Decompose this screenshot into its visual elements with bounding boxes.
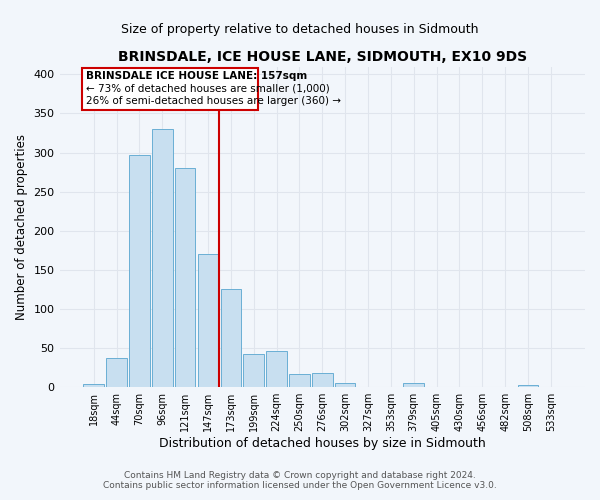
Bar: [106, 358, 127, 387]
Bar: [175, 168, 196, 387]
Y-axis label: Number of detached properties: Number of detached properties: [15, 134, 28, 320]
Text: ← 73% of detached houses are smaller (1,000): ← 73% of detached houses are smaller (1,…: [86, 84, 329, 94]
Title: BRINSDALE, ICE HOUSE LANE, SIDMOUTH, EX10 9DS: BRINSDALE, ICE HOUSE LANE, SIDMOUTH, EX1…: [118, 50, 527, 64]
Bar: [221, 290, 241, 387]
Bar: [129, 155, 150, 387]
Text: Contains HM Land Registry data © Crown copyright and database right 2024.
Contai: Contains HM Land Registry data © Crown c…: [103, 470, 497, 490]
Bar: [335, 384, 355, 387]
Text: BRINSDALE ICE HOUSE LANE: 157sqm: BRINSDALE ICE HOUSE LANE: 157sqm: [86, 72, 307, 82]
Bar: [289, 374, 310, 387]
Bar: [244, 354, 264, 387]
X-axis label: Distribution of detached houses by size in Sidmouth: Distribution of detached houses by size …: [159, 437, 485, 450]
Bar: [403, 382, 424, 387]
Bar: [152, 129, 173, 387]
Text: Size of property relative to detached houses in Sidmouth: Size of property relative to detached ho…: [121, 22, 479, 36]
Bar: [83, 384, 104, 387]
FancyBboxPatch shape: [82, 68, 258, 110]
Bar: [266, 351, 287, 387]
Bar: [198, 254, 218, 387]
Text: 26% of semi-detached houses are larger (360) →: 26% of semi-detached houses are larger (…: [86, 96, 341, 106]
Bar: [518, 385, 538, 387]
Bar: [312, 373, 332, 387]
